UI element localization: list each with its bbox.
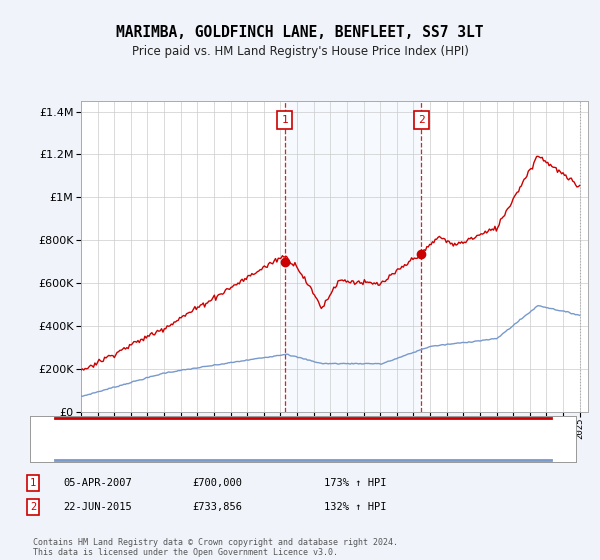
Text: Price paid vs. HM Land Registry's House Price Index (HPI): Price paid vs. HM Land Registry's House … bbox=[131, 45, 469, 58]
Text: 2: 2 bbox=[418, 115, 425, 125]
Text: MARIMBA, GOLDFINCH LANE, BENFLEET, SS7 3LT: MARIMBA, GOLDFINCH LANE, BENFLEET, SS7 3… bbox=[116, 25, 484, 40]
Text: 22-JUN-2015: 22-JUN-2015 bbox=[63, 502, 132, 512]
Bar bbox=[284, 101, 421, 412]
Text: 132% ↑ HPI: 132% ↑ HPI bbox=[324, 502, 386, 512]
Text: 1: 1 bbox=[30, 478, 36, 488]
Text: 1: 1 bbox=[281, 115, 288, 125]
Text: 173% ↑ HPI: 173% ↑ HPI bbox=[324, 478, 386, 488]
Text: 05-APR-2007: 05-APR-2007 bbox=[63, 478, 132, 488]
Text: £733,856: £733,856 bbox=[192, 502, 242, 512]
Text: Contains HM Land Registry data © Crown copyright and database right 2024.
This d: Contains HM Land Registry data © Crown c… bbox=[33, 538, 398, 557]
Text: 2: 2 bbox=[30, 502, 36, 512]
Text: £700,000: £700,000 bbox=[192, 478, 242, 488]
